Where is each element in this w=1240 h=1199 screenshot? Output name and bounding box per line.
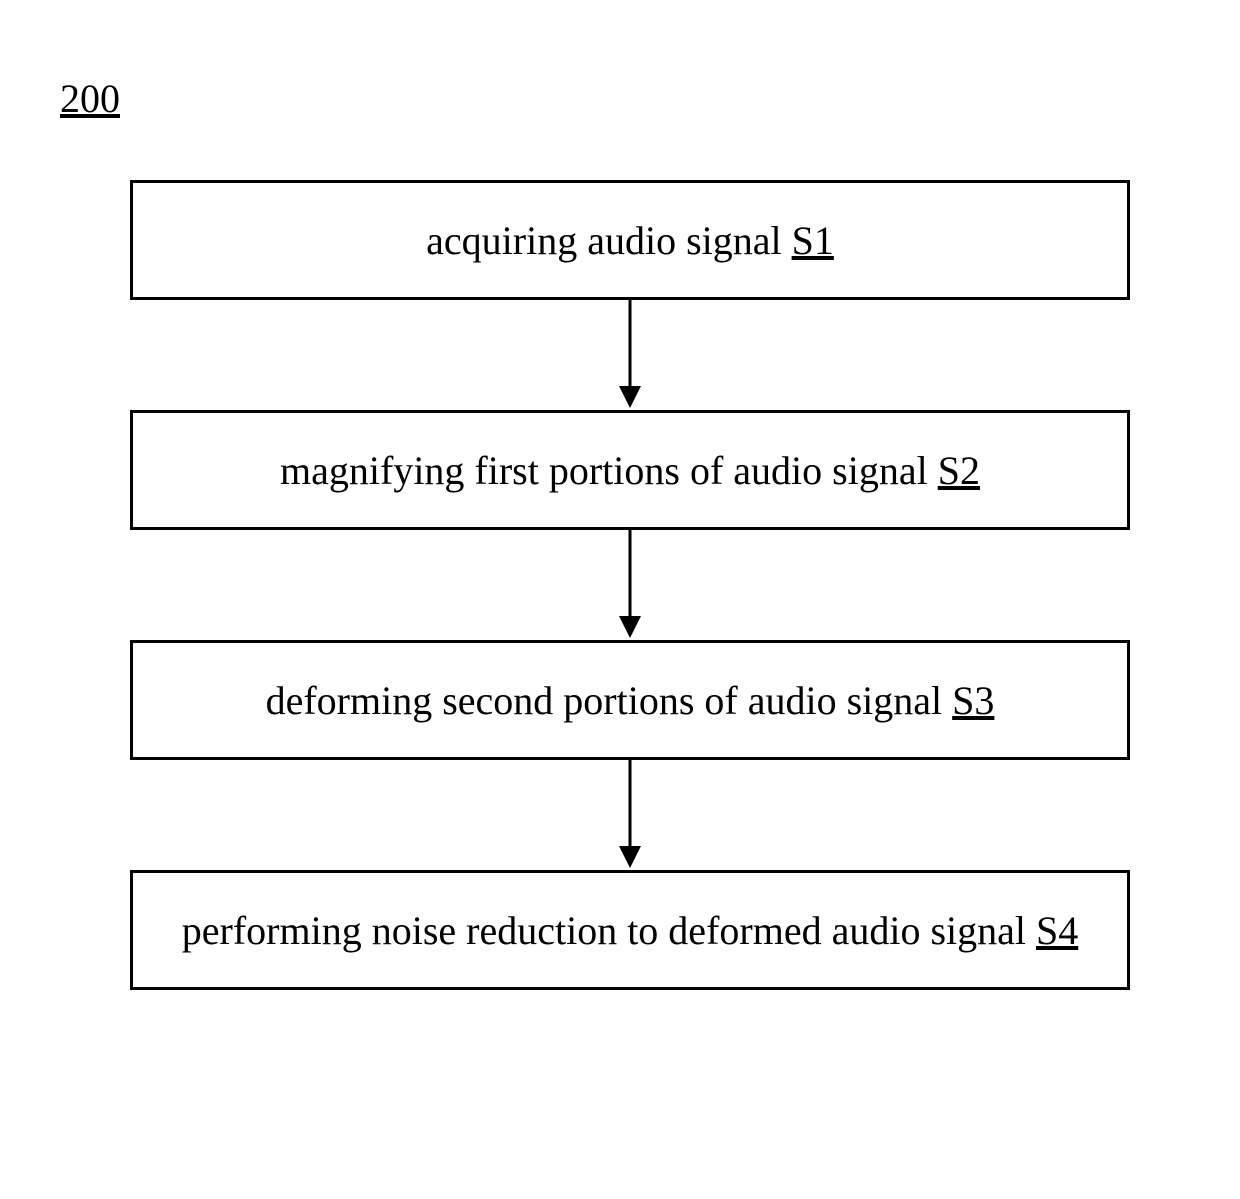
flowchart: acquiring audio signal S1 magnifying fir…	[130, 180, 1130, 990]
flow-step-3-text: deforming second portions of audio signa…	[266, 677, 943, 724]
arrow-1	[130, 300, 1130, 410]
flow-step-1: acquiring audio signal S1	[130, 180, 1130, 300]
flow-step-4-ref: S4	[1036, 907, 1078, 954]
flow-step-1-ref: S1	[792, 217, 834, 264]
flow-step-1-text: acquiring audio signal	[426, 217, 781, 264]
arrow-3	[130, 760, 1130, 870]
flow-step-2: magnifying first portions of audio signa…	[130, 410, 1130, 530]
flow-step-2-ref: S2	[938, 447, 980, 494]
figure-number-label: 200	[60, 75, 120, 122]
flow-step-2-text: magnifying first portions of audio signa…	[280, 447, 928, 494]
flow-step-3-ref: S3	[952, 677, 994, 724]
flow-step-3: deforming second portions of audio signa…	[130, 640, 1130, 760]
page: 200 acquiring audio signal S1 magnifying…	[0, 0, 1240, 1199]
flow-step-4: performing noise reduction to deformed a…	[130, 870, 1130, 990]
flow-step-4-text: performing noise reduction to deformed a…	[182, 907, 1026, 954]
arrow-2	[130, 530, 1130, 640]
